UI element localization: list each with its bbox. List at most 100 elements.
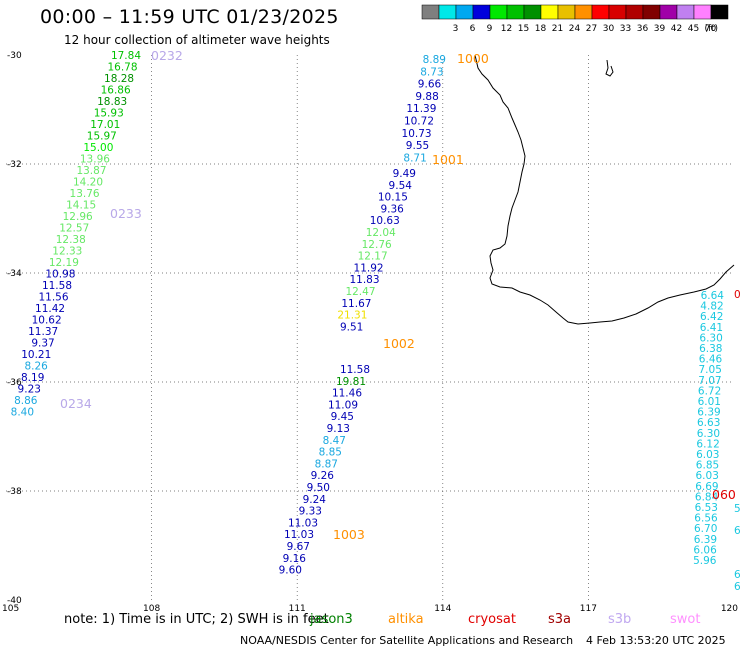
wave-height-label: 11.46: [332, 388, 362, 400]
scale-label: 12: [501, 24, 512, 34]
page-subtitle: 12 hour collection of altimeter wave hei…: [64, 33, 330, 47]
pass-id-label: 060: [712, 487, 736, 502]
scale-label: 6: [470, 24, 476, 34]
satellite-s3b: s3b: [608, 612, 632, 627]
satellite-swot: swot: [670, 612, 701, 627]
wave-height-label: 13.76: [70, 188, 100, 200]
scale-label: 9: [487, 24, 493, 34]
wave-height-label: 6.42: [700, 311, 723, 323]
pass-id-label: 1000: [457, 51, 489, 66]
wave-height-label: 13.96: [80, 154, 110, 166]
wave-height-label: 9.55: [406, 140, 429, 152]
wave-height-label: 12.76: [362, 239, 392, 251]
wave-height-label: 6.01: [698, 396, 721, 408]
longitude-label: 114: [434, 604, 451, 612]
track-1001: 9.499.5410.159.3610.6312.0412.7612.1711.…: [337, 152, 463, 333]
wave-height-label: 11.67: [341, 298, 371, 310]
wave-height-label: 9.13: [327, 423, 350, 435]
wave-height-label: 8.47: [323, 435, 346, 447]
wave-height-label: 4.82: [700, 301, 723, 313]
wave-height-label: 6.84: [695, 491, 719, 503]
wave-height-label: 11.39: [406, 103, 436, 115]
scale-label: 24: [569, 24, 581, 34]
wave-height-label: 9.54: [389, 180, 413, 192]
wave-height-label: 16.86: [101, 85, 131, 97]
wave-height-label: 6.39: [697, 407, 720, 419]
wave-height-label: 12.47: [345, 286, 375, 298]
wave-height-label: 15.93: [94, 108, 124, 120]
wave-height-label: 6.30: [699, 332, 722, 344]
wave-height-label: 14.15: [66, 200, 96, 212]
satellite-jason3: jason3: [310, 612, 353, 627]
scale-label: 42: [671, 24, 682, 34]
wave-height-label: 9.49: [393, 168, 416, 180]
pass-id-label: 1002: [383, 336, 415, 351]
wave-height-label: 9.51: [340, 321, 363, 333]
scale-label: 39: [654, 24, 666, 34]
pass-id-label: 0234: [60, 396, 92, 411]
wave-height-label: 9.36: [380, 203, 404, 215]
coastline: [474, 54, 735, 325]
wave-height-label: 15.00: [83, 142, 113, 154]
latitude-label: -40: [7, 596, 22, 606]
longitude-label: 105: [2, 604, 19, 612]
wave-height-label: 10.62: [32, 315, 62, 327]
scale-label: 30: [603, 24, 615, 34]
wave-height-label: 11.09: [328, 399, 358, 411]
edge-label: 6.5: [734, 569, 740, 581]
satellite-s3a: s3a: [548, 612, 572, 627]
wave-height-label: 8.86: [14, 395, 38, 407]
wave-height-label: 18.28: [104, 73, 134, 85]
wave-height-label: 9.66: [418, 79, 442, 91]
track-060: 6.644.826.426.416.306.386.467.057.076.72…: [693, 290, 736, 567]
color-scale-legend: 3 6 9 12 15 18 21 24 27 30 33 36 39 42 45 70(ft): [421, 4, 729, 34]
edge-label: 5: [734, 503, 740, 515]
wave-height-label: 12.38: [56, 234, 86, 246]
wave-height-label: 9.16: [283, 553, 307, 565]
pass-id-label: 1003: [333, 527, 365, 542]
wave-height-label: 9.45: [331, 411, 354, 423]
wave-height-label: 12.19: [49, 257, 79, 269]
wave-height-label: 11.58: [340, 364, 370, 376]
wave-height-label: 11.03: [288, 517, 318, 529]
wave-height-label: 9.23: [18, 384, 41, 396]
credit-text: NOAA/NESDIS Center for Satellite Applica…: [240, 634, 574, 647]
wave-height-label: 6.72: [698, 385, 721, 397]
wave-height-label: 8.71: [403, 152, 426, 164]
wave-height-label: 8.89: [423, 54, 446, 66]
latitude-label: -32: [7, 160, 22, 170]
wave-height-label: 11.92: [354, 262, 384, 274]
wave-height-label: 10.98: [45, 269, 75, 281]
wave-height-label: 11.83: [349, 274, 379, 286]
wave-height-label: 6.03: [696, 449, 719, 461]
scale-label: 33: [620, 24, 631, 34]
wave-height-label: 11.37: [28, 326, 58, 338]
track-1002: 11.5819.8111.4611.099.459.138.478.858.87…: [279, 336, 415, 577]
scale-label: 18: [535, 24, 547, 34]
satellite-cryosat: cryosat: [468, 612, 516, 627]
track-0233: 0233: [110, 206, 142, 221]
wave-height-label: 9.37: [31, 338, 54, 350]
wave-height-label: 8.73: [420, 66, 443, 78]
wave-height-label: 6.46: [699, 354, 723, 366]
wave-height-label: 11.56: [38, 292, 68, 304]
wave-height-label: 6.38: [699, 343, 722, 355]
wave-height-label: 10.21: [21, 349, 51, 361]
wave-height-label: 6.39: [694, 534, 717, 546]
scale-label: 45: [688, 24, 699, 34]
wave-height-label: 9.24: [303, 494, 327, 506]
wave-height-label: 17.84: [111, 50, 141, 62]
track-0232: 17.8416.7818.2816.8618.8315.9317.0115.97…: [11, 48, 183, 419]
wave-height-label: 9.50: [307, 482, 330, 494]
wave-height-label: 9.88: [415, 91, 438, 103]
latitude-label: -36: [7, 378, 22, 388]
wave-height-label: 10.73: [402, 128, 432, 140]
track-1003: 1003: [333, 527, 365, 542]
wave-height-label: 8.26: [24, 361, 48, 373]
wave-height-label: 6.03: [696, 470, 719, 482]
wave-height-label: 14.20: [73, 177, 103, 189]
wave-height-label: 18.83: [97, 96, 127, 108]
wave-height-label: 8.87: [315, 458, 338, 470]
wave-height-label: 7.07: [698, 375, 721, 387]
generated-time: 4 Feb 13:53:20 UTC 2025: [586, 634, 726, 647]
